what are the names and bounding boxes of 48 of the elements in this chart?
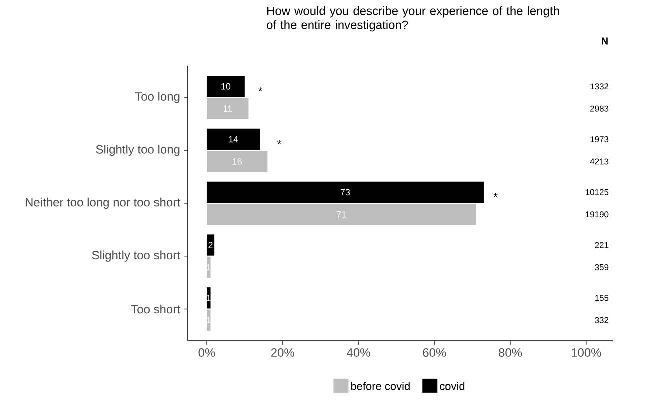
bar — [206, 310, 211, 331]
bar — [206, 256, 211, 278]
annotation: 2983 — [590, 106, 609, 112]
data-label: 14 — [229, 136, 238, 143]
annotation: * — [278, 140, 282, 144]
x-tick-label: 60% — [423, 348, 446, 358]
bar — [206, 204, 476, 226]
y-tick-label: Too long — [135, 92, 180, 104]
x-tick-label: 20% — [271, 348, 294, 358]
chart-title: How would you describe your experience of the length of the entire investigation? — [267, 6, 560, 32]
annotation: 4213 — [590, 158, 609, 165]
data-label: 1 — [207, 295, 211, 302]
annotation: 19190 — [586, 212, 609, 218]
annotation: 10125 — [586, 189, 609, 196]
annotation: * — [258, 88, 263, 92]
y-tick-label: Too short — [131, 304, 180, 314]
data-label: 16 — [233, 158, 242, 165]
data-label: 11 — [224, 106, 232, 112]
data-label: 2 — [208, 242, 213, 248]
annotation: 221 — [595, 242, 609, 248]
bar — [206, 182, 484, 203]
bar — [206, 234, 215, 256]
annotation: 359 — [595, 264, 609, 270]
data-label: 71 — [337, 212, 346, 218]
data-label: 73 — [340, 189, 350, 196]
text: N — [602, 38, 608, 45]
y-tick-label: Slightly too short — [92, 250, 180, 262]
legend-label: before covid — [351, 382, 410, 390]
x-tick-label: 0% — [198, 348, 216, 358]
y-tick-label: Slightly too long — [96, 145, 180, 156]
annotation: * — [494, 193, 498, 198]
bar — [206, 151, 268, 172]
x-tick-label: 100% — [572, 348, 602, 358]
annotation: 1973 — [590, 136, 609, 143]
x-tick-label: 40% — [347, 348, 370, 358]
legend-label: covid — [440, 382, 465, 390]
bar — [206, 288, 211, 309]
data-label: 1 — [207, 317, 211, 324]
data-label: 1 — [207, 264, 211, 271]
bar — [206, 128, 260, 150]
bar — [206, 76, 245, 98]
bar — [206, 98, 249, 120]
y-tick-label: Neither too long nor too short — [26, 198, 180, 210]
annotation: 332 — [595, 317, 609, 324]
annotation: 1332 — [590, 84, 609, 90]
data-label: 10 — [222, 83, 231, 90]
annotation: 155 — [595, 295, 609, 302]
x-tick-label: 80% — [499, 348, 522, 358]
